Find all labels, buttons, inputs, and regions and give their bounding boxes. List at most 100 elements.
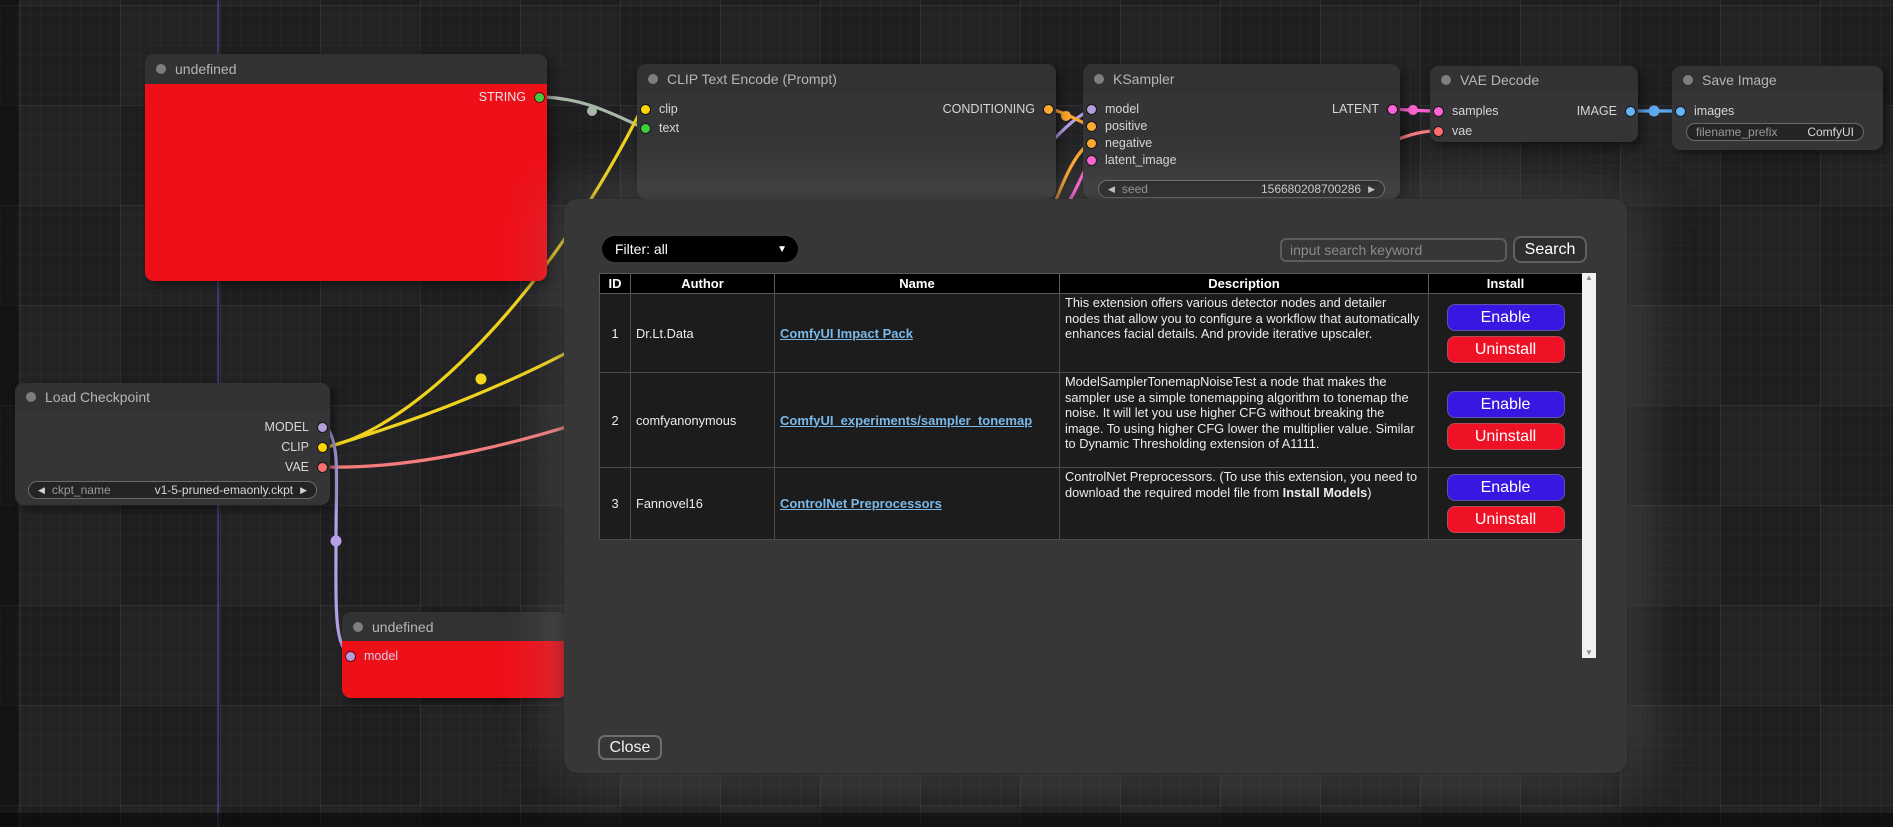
cell-description: ControlNet Preprocessors. (To use this e… bbox=[1059, 467, 1429, 540]
node-title-bar: undefined bbox=[145, 54, 547, 84]
ckpt-name-widget[interactable]: ◀ ckpt_name v1-5-pruned-emaonly.ckpt ▶ bbox=[28, 481, 317, 499]
clip-slot-icon[interactable] bbox=[641, 104, 650, 114]
widget-value[interactable]: 156680208700286 bbox=[1260, 182, 1362, 196]
model-slot-icon[interactable] bbox=[1087, 104, 1096, 114]
header-author: Author bbox=[630, 273, 775, 294]
input-slot-positive[interactable]: positive bbox=[1087, 118, 1147, 134]
node-load-checkpoint[interactable]: Load Checkpoint MODEL CLIP VAE ◀ ckpt_na… bbox=[15, 383, 330, 505]
enable-button[interactable]: Enable bbox=[1446, 390, 1565, 418]
node-title-bar: Load Checkpoint bbox=[15, 383, 330, 410]
widget-value[interactable]: ComfyUI bbox=[1807, 125, 1854, 139]
input-slot-samples[interactable]: samples bbox=[1434, 103, 1499, 119]
increment-arrow-icon[interactable]: ▶ bbox=[1368, 183, 1375, 194]
image-slot-icon[interactable] bbox=[1626, 106, 1635, 116]
uninstall-button[interactable]: Uninstall bbox=[1446, 335, 1565, 363]
input-slot-images[interactable]: images bbox=[1676, 103, 1734, 119]
node-vae-decode[interactable]: VAE Decode samples vae IMAGE bbox=[1430, 66, 1638, 142]
cell-id: 2 bbox=[599, 372, 631, 468]
decrement-arrow-icon[interactable]: ◀ bbox=[1108, 183, 1115, 194]
widget-value[interactable]: v1-5-pruned-emaonly.ckpt bbox=[154, 483, 294, 497]
close-button[interactable]: Close bbox=[598, 735, 662, 760]
wire-clip-dot bbox=[475, 373, 487, 385]
conditioning-slot-icon[interactable] bbox=[1087, 138, 1096, 148]
slot-label: STRING bbox=[478, 90, 526, 104]
wire-string-dot bbox=[587, 106, 597, 116]
node-title: CLIP Text Encode (Prompt) bbox=[667, 71, 837, 87]
output-slot-conditioning[interactable]: CONDITIONING bbox=[943, 101, 1056, 117]
header-install: Install bbox=[1428, 273, 1583, 294]
node-ksampler[interactable]: KSampler model positive negative latent_… bbox=[1083, 64, 1400, 199]
header-name: Name bbox=[774, 273, 1060, 294]
output-slot-image[interactable]: IMAGE bbox=[1577, 103, 1638, 119]
uninstall-button[interactable]: Uninstall bbox=[1446, 506, 1565, 533]
canvas-bottom-edge bbox=[0, 813, 1893, 827]
node-title-bar: KSampler bbox=[1083, 64, 1400, 94]
image-slot-icon[interactable] bbox=[1676, 106, 1685, 116]
node-save-image[interactable]: Save Image images filename_prefix ComfyU… bbox=[1672, 66, 1883, 150]
node-collapse-dot[interactable] bbox=[1094, 74, 1104, 84]
input-slot-vae[interactable]: vae bbox=[1434, 123, 1472, 139]
node-error-body bbox=[342, 641, 567, 698]
output-slot-latent[interactable]: LATENT bbox=[1332, 101, 1400, 117]
node-undefined-bottom[interactable]: undefined model bbox=[342, 612, 567, 698]
node-collapse-dot[interactable] bbox=[156, 64, 166, 74]
table-row: 2 comfyanonymous ComfyUI_experiments/sam… bbox=[599, 372, 1583, 468]
slot-label: LATENT bbox=[1332, 102, 1379, 116]
table-row: 1 Dr.Lt.Data ComfyUI Impact Pack This ex… bbox=[599, 293, 1583, 373]
input-slot-text[interactable]: text bbox=[641, 120, 679, 136]
output-slot-clip[interactable]: CLIP bbox=[281, 439, 330, 455]
vae-slot-icon[interactable] bbox=[1434, 126, 1443, 136]
node-title: Load Checkpoint bbox=[45, 388, 151, 405]
node-collapse-dot[interactable] bbox=[648, 74, 658, 84]
search-input[interactable] bbox=[1280, 238, 1507, 262]
slot-label: CLIP bbox=[281, 440, 309, 454]
model-slot-icon[interactable] bbox=[318, 422, 327, 432]
input-slot-model[interactable]: model bbox=[1087, 101, 1139, 117]
node-collapse-dot[interactable] bbox=[1683, 74, 1693, 85]
table-scrollbar[interactable]: ▲ ▼ bbox=[1582, 273, 1596, 658]
filter-select[interactable]: Filter: all ▼ bbox=[602, 236, 798, 262]
scroll-down-icon[interactable]: ▼ bbox=[1585, 648, 1593, 657]
search-button[interactable]: Search bbox=[1513, 236, 1587, 263]
uninstall-button[interactable]: Uninstall bbox=[1446, 422, 1565, 450]
output-slot-vae[interactable]: VAE bbox=[285, 459, 330, 475]
conditioning-slot-icon[interactable] bbox=[1044, 104, 1053, 114]
header-description: Description bbox=[1059, 273, 1429, 294]
clip-slot-icon[interactable] bbox=[318, 442, 327, 452]
node-clip-text-encode[interactable]: CLIP Text Encode (Prompt) clip text COND… bbox=[637, 64, 1056, 199]
seed-widget[interactable]: ◀ seed 156680208700286 ▶ bbox=[1098, 180, 1385, 198]
input-slot-latent-image[interactable]: latent_image bbox=[1087, 152, 1177, 168]
extension-link[interactable]: ComfyUI Impact Pack bbox=[780, 325, 913, 341]
string-slot-icon[interactable] bbox=[641, 123, 650, 133]
vae-slot-icon[interactable] bbox=[318, 462, 327, 472]
prev-arrow-icon[interactable]: ◀ bbox=[38, 484, 45, 495]
input-slot-negative[interactable]: negative bbox=[1087, 135, 1152, 151]
input-slot-clip[interactable]: clip bbox=[641, 101, 678, 117]
enable-button[interactable]: Enable bbox=[1446, 474, 1565, 501]
output-slot-model[interactable]: MODEL bbox=[265, 419, 330, 435]
node-undefined-top[interactable]: undefined STRING bbox=[145, 54, 547, 281]
slot-label: latent_image bbox=[1105, 153, 1177, 167]
next-arrow-icon[interactable]: ▶ bbox=[300, 484, 307, 495]
filename-prefix-widget[interactable]: filename_prefix ComfyUI bbox=[1686, 123, 1864, 141]
string-slot-icon[interactable] bbox=[535, 92, 544, 102]
node-collapse-dot[interactable] bbox=[353, 621, 363, 632]
node-title: KSampler bbox=[1113, 71, 1175, 87]
chevron-down-icon: ▼ bbox=[777, 243, 787, 255]
extension-link[interactable]: ControlNet Preprocessors bbox=[780, 496, 942, 511]
extension-link[interactable]: ComfyUI_experiments/sampler_tonemap bbox=[780, 412, 1033, 428]
latent-slot-icon[interactable] bbox=[1087, 155, 1096, 165]
model-slot-icon[interactable] bbox=[346, 651, 355, 661]
slot-label: samples bbox=[1452, 104, 1499, 118]
node-title-bar: VAE Decode bbox=[1430, 66, 1638, 93]
scroll-up-icon[interactable]: ▲ bbox=[1585, 273, 1593, 282]
latent-slot-icon[interactable] bbox=[1434, 106, 1443, 116]
node-collapse-dot[interactable] bbox=[26, 391, 36, 402]
input-slot-model[interactable]: model bbox=[346, 648, 398, 664]
latent-slot-icon[interactable] bbox=[1388, 104, 1397, 114]
output-slot-string[interactable]: STRING bbox=[479, 89, 547, 105]
node-collapse-dot[interactable] bbox=[1441, 74, 1451, 85]
enable-button[interactable]: Enable bbox=[1446, 303, 1565, 331]
conditioning-slot-icon[interactable] bbox=[1087, 121, 1096, 131]
